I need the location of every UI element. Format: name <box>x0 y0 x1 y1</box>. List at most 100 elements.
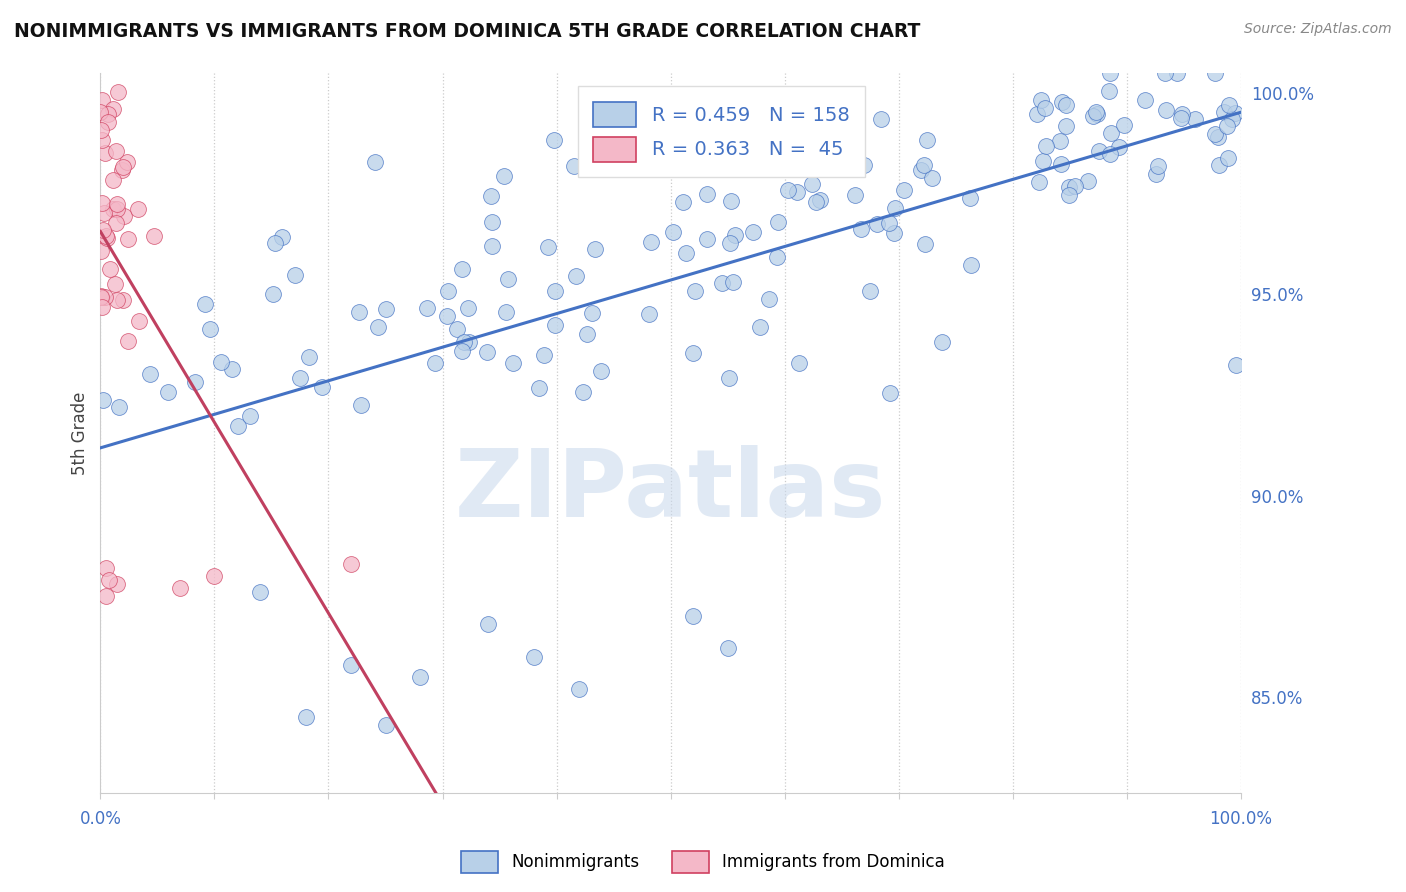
Text: NONIMMIGRANTS VS IMMIGRANTS FROM DOMINICA 5TH GRADE CORRELATION CHART: NONIMMIGRANTS VS IMMIGRANTS FROM DOMINIC… <box>14 22 921 41</box>
Point <box>883 226 905 240</box>
Point <box>1184 112 1206 126</box>
Point <box>105 216 128 230</box>
Legend: R = 0.459   N = 158, R = 0.363   N =  45: R = 0.459 N = 158, R = 0.363 N = 45 <box>578 87 865 178</box>
Point <box>101 102 124 116</box>
Point <box>1083 109 1105 123</box>
Point <box>718 371 741 385</box>
Point <box>297 350 319 364</box>
Point <box>717 641 740 656</box>
Point <box>502 356 524 370</box>
Point <box>543 284 565 298</box>
Point <box>91 196 114 211</box>
Point <box>202 569 225 583</box>
Point <box>350 398 373 412</box>
Point <box>960 258 983 272</box>
Point <box>813 98 835 112</box>
Point <box>1218 98 1240 112</box>
Point <box>184 375 207 389</box>
Point <box>661 225 683 239</box>
Point <box>1170 111 1192 125</box>
Point <box>786 185 808 199</box>
Point <box>849 222 872 236</box>
Point <box>128 314 150 328</box>
Point <box>1049 134 1071 148</box>
Point <box>90 288 112 302</box>
Point <box>1054 120 1077 134</box>
Point <box>104 277 127 292</box>
Point <box>91 133 114 147</box>
Point <box>107 293 129 308</box>
Point <box>436 309 458 323</box>
Point <box>640 235 662 249</box>
Point <box>696 232 718 246</box>
Point <box>1154 103 1177 117</box>
Point <box>437 284 460 298</box>
Point <box>169 581 191 595</box>
Legend: Nonimmigrants, Immigrants from Dominica: Nonimmigrants, Immigrants from Dominica <box>454 845 952 880</box>
Point <box>742 226 765 240</box>
Point <box>1099 66 1122 80</box>
Y-axis label: 5th Grade: 5th Grade <box>72 392 89 475</box>
Point <box>859 284 882 298</box>
Point <box>375 301 398 316</box>
Point <box>107 400 129 414</box>
Point <box>1223 105 1246 120</box>
Point <box>1166 66 1188 80</box>
Point <box>96 231 118 245</box>
Point <box>450 344 472 359</box>
Point <box>1033 101 1056 115</box>
Point <box>221 362 243 376</box>
Point <box>638 307 661 321</box>
Text: 100.0%: 100.0% <box>1209 810 1272 828</box>
Point <box>1144 167 1167 181</box>
Point <box>568 681 591 696</box>
Point <box>1170 106 1192 120</box>
Point <box>415 301 437 315</box>
Point <box>1088 144 1111 158</box>
Point <box>94 561 117 575</box>
Point <box>494 169 516 184</box>
Point <box>1032 154 1054 169</box>
Point <box>543 133 565 147</box>
Point <box>425 356 447 370</box>
Point <box>475 345 498 359</box>
Point <box>1085 107 1108 121</box>
Point <box>89 104 111 119</box>
Point <box>91 223 114 237</box>
Point <box>1025 106 1047 120</box>
Point <box>1064 179 1087 194</box>
Point <box>93 290 115 304</box>
Point <box>1050 95 1073 109</box>
Point <box>105 144 128 158</box>
Point <box>90 93 112 107</box>
Point <box>575 327 598 342</box>
Point <box>912 158 935 172</box>
Point <box>340 557 363 571</box>
Point <box>457 301 479 315</box>
Point <box>572 384 595 399</box>
Point <box>117 334 139 348</box>
Point <box>1204 66 1226 80</box>
Point <box>675 246 697 260</box>
Point <box>789 356 811 370</box>
Point <box>1084 104 1107 119</box>
Point <box>107 197 129 211</box>
Point <box>1213 105 1236 120</box>
Point <box>1050 156 1073 170</box>
Point <box>194 297 217 311</box>
Point <box>921 170 943 185</box>
Point <box>97 115 120 129</box>
Point <box>718 235 741 250</box>
Point <box>114 209 136 223</box>
Point <box>98 573 121 587</box>
Point <box>90 290 112 304</box>
Point <box>367 319 389 334</box>
Point <box>477 617 499 632</box>
Text: ZIPatlas: ZIPatlas <box>456 445 886 537</box>
Point <box>931 335 953 350</box>
Point <box>249 585 271 599</box>
Point <box>107 86 129 100</box>
Point <box>1108 140 1130 154</box>
Point <box>1098 84 1121 98</box>
Point <box>90 300 112 314</box>
